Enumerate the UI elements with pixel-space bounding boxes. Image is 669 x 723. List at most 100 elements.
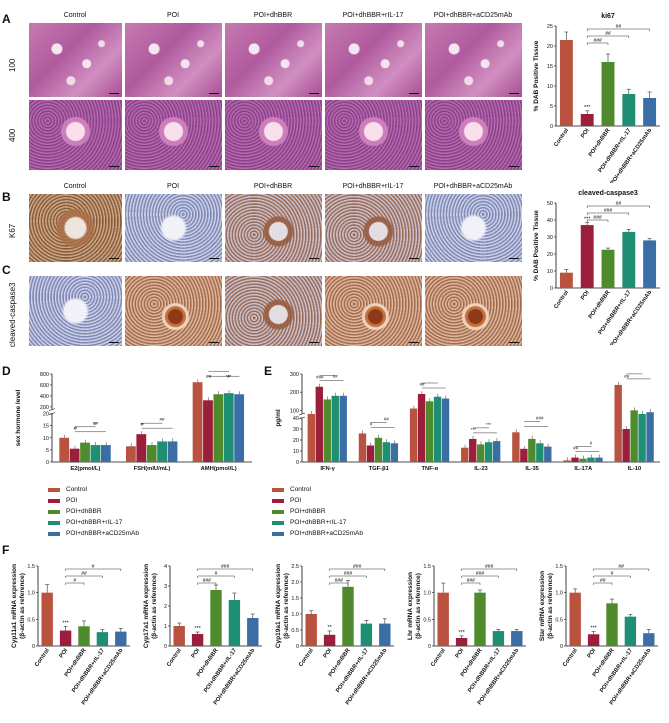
y-tick-label: 10 [43, 436, 49, 442]
bar-2-4 [234, 394, 245, 462]
micrograph-caspase-poi [124, 275, 223, 347]
legend2-item-poi: POI [272, 497, 301, 504]
y-tick-label: 2 [164, 604, 167, 610]
y-tick-label: 1.0 [555, 591, 563, 597]
bar-0-0 [307, 414, 316, 462]
significance-mark: *** [584, 105, 591, 111]
bar-0-0 [59, 437, 70, 462]
x-tick-label: POI+dhBBR+rIL-17 [335, 648, 370, 694]
x-tick-label: POI [191, 647, 202, 659]
bar-2-4 [441, 398, 450, 462]
bar-0-3 [90, 445, 101, 462]
y-tick-label: 800 [40, 372, 49, 378]
y-tick-label: 2.0 [291, 580, 299, 586]
bar-0 [569, 592, 581, 646]
y-axis-label: Star mRNA expression [539, 571, 546, 641]
bar-4-1 [520, 448, 528, 462]
legend2-label-poi: POI [290, 497, 302, 504]
bar-0-2 [323, 399, 331, 462]
significance-mark: # [370, 421, 373, 426]
significance-mark: *** [584, 217, 591, 223]
y-tick-label: 50 [547, 201, 553, 207]
x-tick-label: Control [553, 127, 570, 148]
ihc-col-label-control: Control [63, 183, 87, 190]
bar-3-0 [461, 447, 469, 462]
bar-0 [41, 592, 53, 646]
panel-letter-b: B [2, 190, 11, 204]
legend-label-ril17: POI+dhBBR+rIL-17 [66, 519, 123, 526]
chart-cyp17a1: Cyp17a1 mRNA expression (β-actin as refer… [143, 564, 262, 706]
bar-4 [511, 631, 523, 646]
significance-mark: *** [590, 626, 597, 632]
legend-label-poi: POI [66, 497, 78, 504]
bar-3 [360, 623, 373, 646]
bar-0-3 [331, 395, 339, 462]
significance-mark: ### [467, 578, 476, 584]
y-tick-label: 400 [40, 394, 49, 400]
y-axis-label: % DAB Positive Tissue [533, 210, 540, 281]
bar-5-4 [595, 457, 603, 462]
legend2-label-control: Control [290, 486, 311, 493]
bar-4-2 [528, 438, 536, 462]
bar-0-4 [339, 395, 347, 462]
x-tick-label: POI+dhBBR+rIL-17 [203, 648, 238, 694]
legend-swatch-poi-dhbbr [48, 509, 60, 514]
y-tick-label: 1.5 [423, 564, 431, 570]
y-tick-label: 20 [547, 252, 553, 258]
micrograph-ki67-poi [124, 193, 223, 263]
significance-mark: ### [221, 564, 230, 570]
y-tick-label: 0.5 [291, 628, 299, 634]
x-category-label: IL-17A [574, 466, 593, 472]
micrograph-he-100-poi [124, 22, 223, 98]
axis-break [298, 412, 306, 416]
bar-0-1 [315, 386, 323, 462]
significance-mark: ### [485, 564, 494, 570]
significance-mark: # [74, 426, 77, 431]
axis-break [48, 408, 56, 411]
y-tick-label: 1.0 [423, 591, 431, 597]
significance-mark: *** [471, 427, 477, 432]
y-tick-label: 0 [46, 460, 49, 466]
legend2-swatch-acd25 [272, 531, 284, 536]
y-tick-label: 3 [164, 584, 167, 590]
bar-2 [606, 603, 618, 646]
chart-title: ki67 [601, 13, 615, 20]
x-category-label: FSH(mIU/mL) [134, 466, 171, 472]
y-tick-label: 0 [428, 644, 431, 650]
x-tick-label: Control [562, 647, 579, 668]
legend2-item-poi-dhbbr: POI+dhBBR [272, 508, 326, 515]
micrograph-ki67-acd25 [424, 193, 523, 263]
ihc-col-label-acd25: POI+dhBBR+aCD25mAb [433, 183, 513, 190]
x-tick-label: POI [587, 647, 598, 659]
legend2-item-ril17: POI+dhBBR+rIL-17 [272, 519, 346, 526]
panel-letter-a: A [2, 12, 11, 26]
bar-6-2 [630, 410, 638, 462]
chart-cyp11a1: Cyp11a1 mRNA expression (β-actin as refer… [11, 564, 130, 706]
significance-mark: # [227, 374, 230, 379]
y-axis-label: Lhr mRNA expression [407, 572, 414, 640]
significance-mark: ### [476, 571, 485, 577]
y-axis-label: (β-actin as reference) [283, 573, 290, 639]
bar-1 [59, 630, 72, 646]
bar-4 [643, 240, 657, 288]
y-tick-label: 15 [547, 64, 553, 70]
bar-4-3 [536, 443, 544, 462]
y-tick-label: 4 [164, 564, 167, 570]
bar-3-2 [477, 444, 485, 462]
x-tick-label: Control [34, 647, 51, 668]
chart-cyp19a1: Cyp19a1 mRNA expression (β-actin as refer… [275, 564, 394, 706]
bar-0 [173, 626, 185, 646]
chart-cleaved-caspase3: cleaved-caspase3 % DAB Positive Tissue 0 10… [533, 190, 660, 345]
bar-0-4 [100, 445, 111, 462]
significance-mark: *** [486, 422, 492, 427]
bar-3-4 [492, 441, 501, 462]
x-tick-label: POI+dhBBR+rIL-17 [599, 648, 634, 694]
y-tick-label: 5 [46, 448, 49, 454]
ihc-col-label-ril17: POI+dhBBR+rIL-17 [342, 183, 404, 190]
x-tick-label: Control [430, 647, 447, 668]
y-tick-label: 200 [290, 390, 299, 396]
x-tick-label: POI+dhBBR+aCD25mAb [610, 127, 654, 183]
y-tick-label: 15 [43, 424, 49, 430]
y-tick-label: 1.5 [555, 564, 563, 570]
y-axis-label: (β-actin as reference) [415, 573, 422, 639]
